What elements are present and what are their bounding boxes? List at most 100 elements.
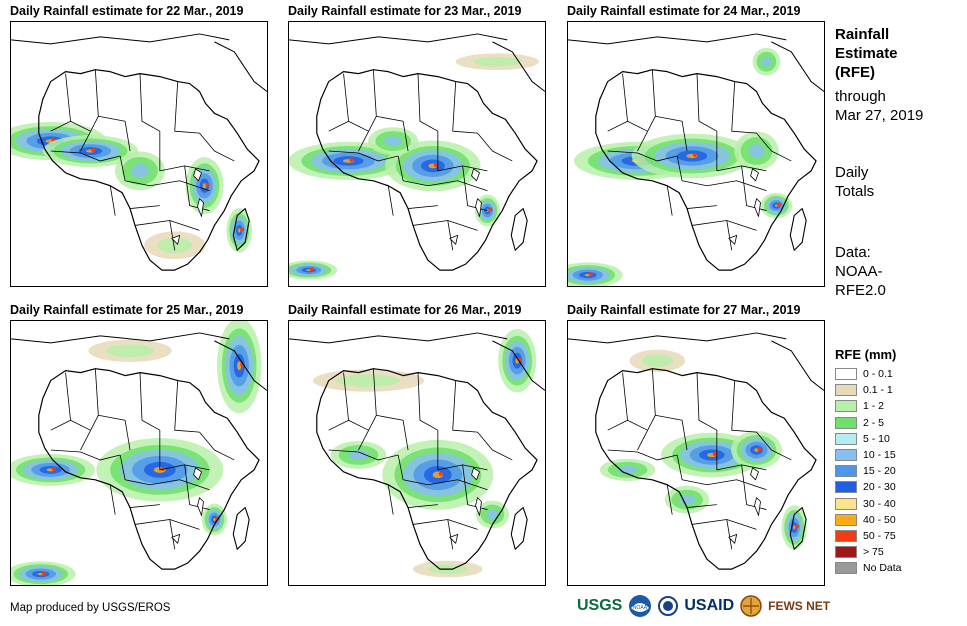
- legend-label: 0 - 0.1: [863, 368, 893, 381]
- country-border: [94, 69, 131, 152]
- country-border: [706, 479, 767, 491]
- arabia-coast: [214, 340, 267, 391]
- country-border: [372, 69, 409, 152]
- legend-label: No Data: [863, 562, 902, 575]
- heavy-rain-spot: [205, 182, 210, 187]
- map-panel-5: [288, 320, 546, 586]
- country-border: [706, 180, 767, 192]
- legend-swatch: [835, 432, 857, 445]
- heavy-rain-spot: [693, 153, 697, 157]
- legend-item: 0.1 - 1: [835, 382, 902, 398]
- panel-title-6: Daily Rainfall estimate for 27 Mar., 201…: [567, 303, 801, 317]
- rainfall-area: [237, 361, 242, 371]
- coastline: [316, 69, 538, 271]
- through-line: Mar 27, 2019: [835, 107, 924, 124]
- lake-outline: [750, 467, 759, 481]
- legend-label: 50 - 75: [863, 529, 896, 542]
- country-border: [328, 449, 399, 461]
- madagascar-outline: [510, 208, 528, 251]
- lake-outline: [193, 467, 202, 481]
- rainfall-area: [106, 344, 154, 358]
- mediterranean-coast: [568, 332, 787, 344]
- lake-outline: [197, 198, 204, 217]
- map-panel-4: [10, 320, 268, 586]
- country-border: [666, 484, 673, 515]
- country-border: [691, 220, 757, 231]
- legend-swatch: [835, 465, 857, 478]
- madagascar-outline: [232, 208, 250, 251]
- country-border: [726, 220, 733, 251]
- country-border: [637, 415, 656, 451]
- country-border: [199, 431, 235, 461]
- legend-item: No Data: [835, 560, 902, 576]
- heavy-rain-spot: [91, 148, 96, 153]
- madagascar-outline: [789, 507, 807, 550]
- lake-outline: [471, 467, 480, 481]
- map-panel-1: [10, 21, 268, 287]
- country-border: [169, 519, 176, 550]
- heading-line: Rainfall: [835, 26, 890, 43]
- lake-outline: [728, 533, 738, 544]
- country-border: [676, 454, 707, 486]
- panel-title-5: Daily Rainfall estimate for 26 Mar., 201…: [288, 303, 522, 317]
- legend-item: 10 - 15: [835, 447, 902, 463]
- country-border: [328, 419, 349, 431]
- country-border: [159, 430, 210, 471]
- country-border: [412, 519, 478, 530]
- heavy-rain-spot: [51, 466, 56, 471]
- country-border: [696, 73, 718, 132]
- heavy-rain-spot: [349, 157, 354, 162]
- through-date: through Mar 27, 2019: [835, 87, 923, 125]
- country-border: [756, 132, 792, 162]
- arabia-coast: [492, 340, 545, 391]
- country-border: [607, 419, 628, 431]
- rainfall-area: [486, 509, 499, 520]
- legend-item: > 75: [835, 544, 902, 560]
- madagascar-outline: [789, 208, 807, 251]
- data-source: Data: NOAA- RFE2.0: [835, 243, 886, 300]
- country-border: [607, 150, 678, 162]
- mediterranean-coast: [289, 33, 508, 45]
- country-border: [199, 132, 235, 162]
- country-border: [427, 479, 488, 491]
- legend-item: 40 - 50: [835, 512, 902, 528]
- africa-map: [11, 33, 267, 271]
- map-panel-6: [567, 320, 825, 586]
- rainfall-area: [761, 56, 772, 67]
- usaid-logo: USAID: [684, 597, 735, 614]
- country-border: [358, 415, 377, 451]
- heavy-rain-spot: [777, 202, 782, 207]
- panel-title-3: Daily Rainfall estimate for 24 Mar., 201…: [567, 4, 801, 18]
- legend-swatch: [835, 513, 857, 526]
- country-border: [94, 368, 131, 451]
- country-border: [174, 81, 200, 134]
- legend-label: 2 - 5: [863, 416, 885, 429]
- africa-map: [11, 321, 267, 585]
- country-border: [174, 380, 200, 433]
- country-border: [50, 419, 71, 431]
- data-line: Data:: [835, 244, 871, 261]
- country-border: [328, 120, 349, 132]
- legend-item: 1 - 2: [835, 398, 902, 414]
- country-border: [328, 150, 399, 162]
- country-border: [437, 131, 488, 172]
- rainfall-area: [202, 183, 207, 189]
- legend-label: 15 - 20: [863, 465, 896, 478]
- seal-logo: [658, 596, 679, 616]
- country-border: [397, 454, 428, 486]
- panel-title-1: Daily Rainfall estimate for 22 Mar., 201…: [10, 4, 244, 18]
- country-border: [687, 504, 717, 508]
- madagascar-outline: [232, 507, 250, 550]
- country-border: [687, 205, 717, 209]
- country-border: [130, 205, 160, 209]
- country-border: [134, 220, 200, 231]
- country-border: [622, 372, 648, 431]
- heavy-rain-spot: [795, 524, 800, 529]
- country-border: [447, 220, 454, 251]
- heavy-rain-spot: [712, 452, 717, 456]
- coastline: [316, 368, 538, 570]
- country-border: [343, 73, 369, 132]
- heavy-rain-spot: [41, 571, 46, 576]
- country-border: [387, 185, 394, 216]
- legend: 0 - 0.1 0.1 - 1 1 - 2 2 - 5 5 - 10 10 - 15 15 …: [835, 366, 902, 576]
